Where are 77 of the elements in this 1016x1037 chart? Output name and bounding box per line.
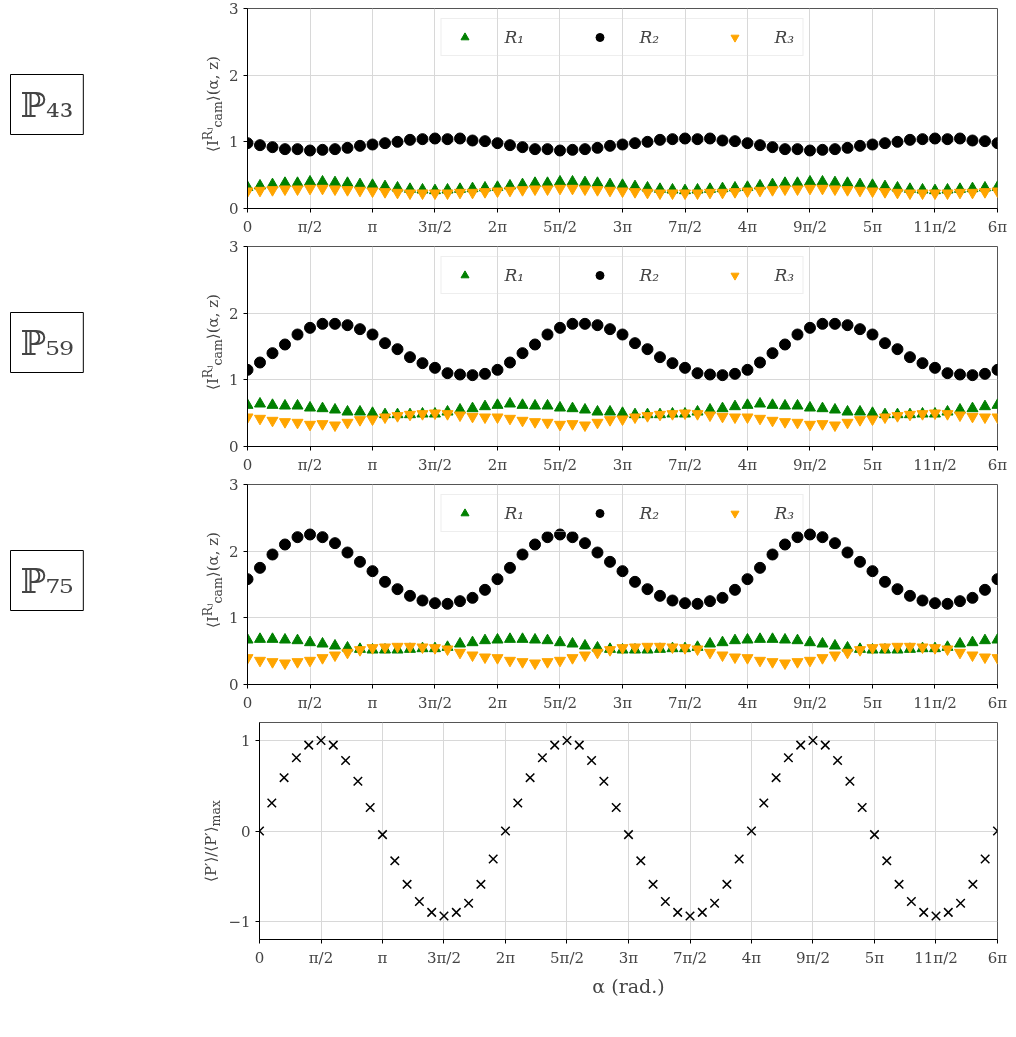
x-tick-label: 4π — [737, 217, 758, 236]
x-tick-label: 2π — [495, 948, 516, 967]
x-tick-label: 11π/2 — [913, 455, 957, 474]
x-tick-label: π — [367, 455, 378, 474]
x-tick-label: 4π — [737, 455, 758, 474]
x-tick-label: 3π — [618, 948, 639, 967]
x-tick-label: 7π/2 — [668, 693, 703, 712]
x-tick-label: 6π — [987, 217, 1008, 236]
x-tick-label: 0 — [254, 948, 265, 967]
x-tick-label: 5π — [862, 455, 883, 474]
y-tick-label: 0 — [228, 438, 239, 456]
x-axis-title: α (rad.) — [592, 974, 665, 997]
x-tick-label: 5π/2 — [542, 693, 577, 712]
x-tick-label: 6π — [987, 948, 1008, 967]
x-tick-label: 5π — [864, 948, 885, 967]
y-tick-label: 1 — [228, 609, 239, 628]
x-tick-label: π — [367, 217, 378, 236]
x-tick-label: 6π — [987, 693, 1008, 712]
x-tick-label: 4π — [741, 948, 762, 967]
legend-label: R₃ — [774, 27, 795, 47]
x-tick-label: 11π/2 — [914, 948, 958, 967]
legend-label: R₂ — [639, 27, 660, 47]
y-tick-label: 2 — [228, 304, 239, 323]
legend-label: R₃ — [774, 265, 795, 285]
text: ℙ₅₉ — [20, 322, 74, 363]
x-tick-label: 3π — [612, 455, 633, 474]
legend-label: R₁ — [504, 265, 525, 285]
legend-label: R₁ — [504, 27, 525, 47]
x-tick-label: 11π/2 — [913, 693, 957, 712]
x-tick-label: π — [367, 693, 378, 712]
x-tick-label: 3π/2 — [417, 217, 452, 236]
x-tick-label: 5π/2 — [542, 217, 577, 236]
legend-label: R₂ — [639, 265, 660, 285]
x-tick-label: 11π/2 — [913, 217, 957, 236]
x-tick-label: 7π/2 — [673, 948, 708, 967]
x-tick-label: 3π — [612, 217, 633, 236]
x-tick-label: π/2 — [297, 693, 323, 712]
x-tick-label: 5π — [862, 217, 883, 236]
x-tick-label: 5π/2 — [542, 455, 577, 474]
x-tick-label: 5π/2 — [549, 948, 584, 967]
legend-label: R₁ — [504, 503, 525, 523]
x-tick-label: π/2 — [297, 455, 323, 474]
x-tick-label: 6π — [987, 455, 1008, 474]
y-tick-label: 0 — [240, 822, 251, 841]
x-tick-label: 5π — [862, 693, 883, 712]
x-tick-label: 7π/2 — [668, 455, 703, 474]
y-tick-label: 1 — [240, 732, 251, 751]
text: ℙ₇₅ — [20, 560, 74, 601]
x-tick-label: 2π — [487, 217, 508, 236]
x-tick-label: 9π/2 — [795, 948, 830, 967]
y-tick-label: 3 — [228, 0, 239, 18]
y-tick-label: −1 — [228, 912, 251, 931]
y-tick-label: 0 — [228, 200, 239, 218]
y-tick-label: 3 — [228, 238, 239, 256]
y-tick-label: 2 — [228, 542, 239, 561]
y-tick-label: 2 — [228, 66, 239, 85]
x-tick-label: 9π/2 — [792, 217, 827, 236]
x-tick-label: π/2 — [297, 217, 323, 236]
x-tick-label: 3π/2 — [417, 693, 452, 712]
x-tick-label: 7π/2 — [668, 217, 703, 236]
text: ℙ₄₃ — [20, 84, 74, 125]
x-tick-label: π/2 — [308, 948, 334, 967]
x-tick-label: 3π/2 — [426, 948, 461, 967]
y-tick-label: 0 — [228, 676, 239, 694]
y-tick-label: 1 — [228, 133, 239, 152]
y-tick-label: 1 — [228, 371, 239, 390]
x-tick-label: 2π — [487, 455, 508, 474]
x-tick-label: 9π/2 — [792, 455, 827, 474]
x-tick-label: 9π/2 — [792, 693, 827, 712]
x-tick-label: 2π — [487, 693, 508, 712]
x-tick-label: 3π — [612, 693, 633, 712]
x-tick-label: 4π — [737, 693, 758, 712]
y-tick-label: 3 — [228, 476, 239, 494]
x-tick-label: 3π/2 — [417, 455, 452, 474]
x-tick-label: π — [377, 948, 388, 967]
legend-label: R₃ — [774, 503, 795, 523]
legend-label: R₂ — [639, 503, 660, 523]
